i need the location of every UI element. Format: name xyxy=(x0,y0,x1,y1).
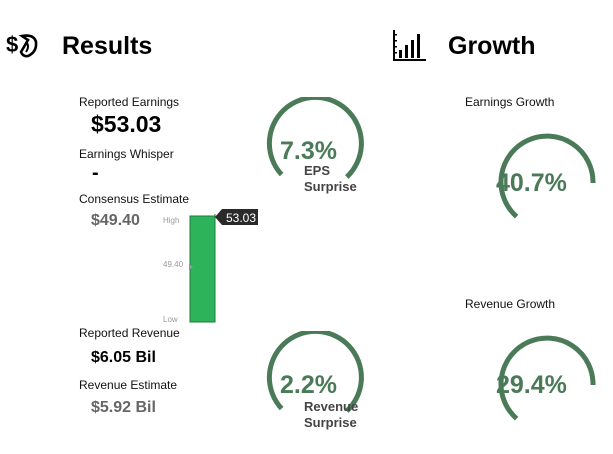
earnings-range-chart: High 49.40 Low 53.03 xyxy=(160,206,260,326)
revenue-surprise-line2: Surprise xyxy=(304,415,357,430)
earnings-whisper-value: - xyxy=(92,162,99,184)
range-low-label: Low xyxy=(163,315,178,324)
revenue-surprise-value: 2.2% xyxy=(280,371,337,399)
revenue-surprise-line1: Revenue xyxy=(304,399,358,414)
reported-marker xyxy=(215,209,258,225)
range-high-label: High xyxy=(163,216,179,225)
money-bag-icon: $ xyxy=(6,30,40,60)
eps-surprise-line1: EPS xyxy=(304,163,330,178)
consensus-estimate-label: Consensus Estimate xyxy=(79,192,190,206)
range-bar xyxy=(189,215,216,323)
revenue-growth-gauge: 29.4% xyxy=(493,330,603,440)
reported-revenue-label: Reported Revenue xyxy=(79,326,180,340)
range-mid-label: 49.40 xyxy=(163,260,184,269)
revenue-estimate-label: Revenue Estimate xyxy=(79,378,178,392)
eps-surprise-value: 7.3% xyxy=(280,137,337,165)
reported-earnings-label: Reported Earnings xyxy=(79,95,180,109)
reported-marker-label: 53.03 xyxy=(226,211,256,225)
revenue-estimate-value: $5.92 Bil xyxy=(91,399,156,416)
earnings-growth-gauge: 40.7% xyxy=(493,128,603,238)
svg-text:$: $ xyxy=(6,32,18,57)
earnings-growth-value: 40.7% xyxy=(496,169,567,197)
growth-title: Growth xyxy=(448,32,536,60)
earnings-growth-label: Earnings Growth xyxy=(465,95,555,109)
reported-revenue-value: $6.05 Bil xyxy=(91,349,156,366)
consensus-estimate-value: $49.40 xyxy=(91,212,140,229)
revenue-surprise-gauge: 2.2% Revenue Surprise xyxy=(258,328,368,441)
reported-earnings-value: $53.03 xyxy=(91,111,162,137)
revenue-growth-label: Revenue Growth xyxy=(465,297,556,311)
eps-surprise-line2: Surprise xyxy=(304,179,357,194)
revenue-growth-value: 29.4% xyxy=(496,371,567,399)
bar-chart-icon xyxy=(392,28,428,62)
earnings-whisper-label: Earnings Whisper xyxy=(79,147,174,161)
eps-surprise-gauge: 7.3% EPS Surprise xyxy=(258,94,368,207)
results-title: Results xyxy=(62,32,153,60)
